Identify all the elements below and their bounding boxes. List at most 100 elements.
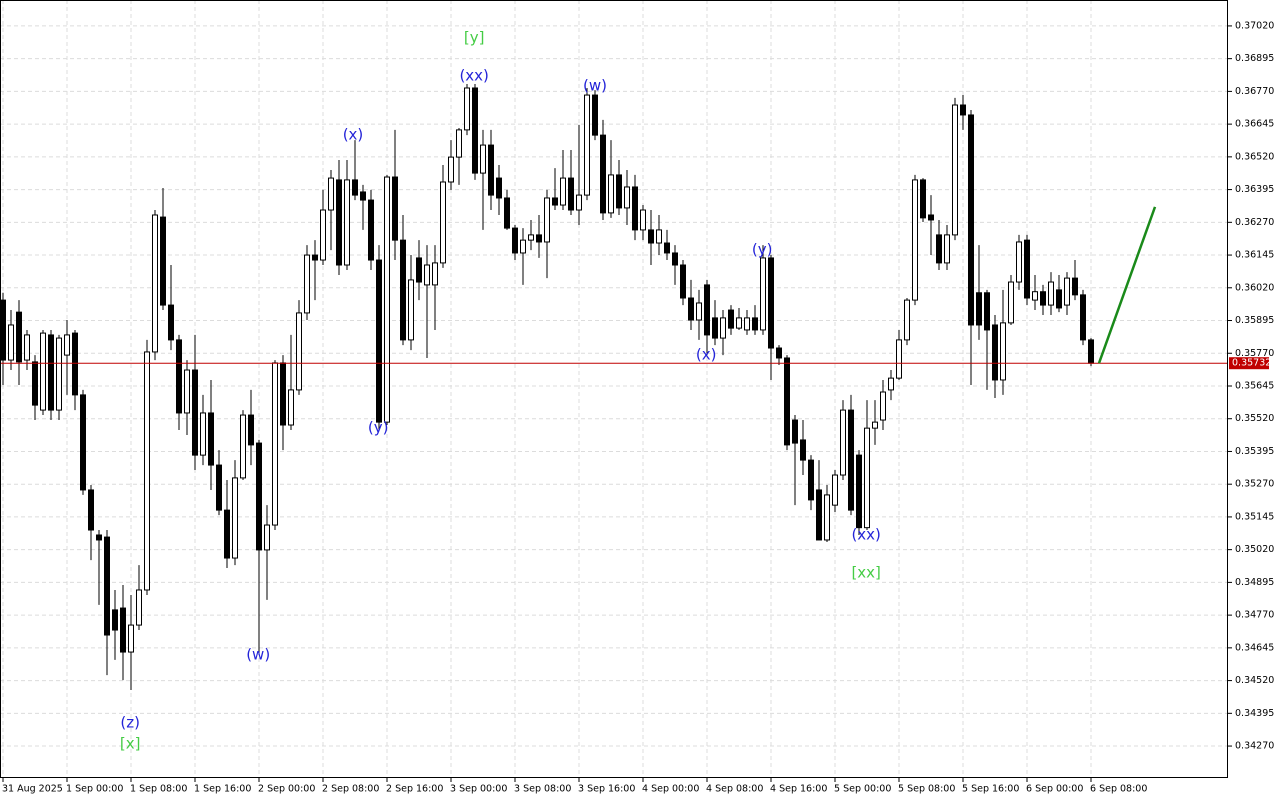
plot: (z) [x] (w) (x) (y) [y] (xx) (w) (x) (y) (xx) [xx] <box>0 28 1228 752</box>
candle-body <box>696 302 702 321</box>
candle-body <box>200 412 206 456</box>
candle-body <box>480 144 486 174</box>
candle-body <box>152 214 158 353</box>
wave-label: (y) <box>752 241 773 259</box>
y-tick-label: 0.35645 <box>1235 380 1274 391</box>
x-tick-label: 6 Sep 00:00 <box>1026 784 1083 795</box>
x-tick-label: 5 Sep 08:00 <box>898 784 955 795</box>
candle-body <box>840 409 846 476</box>
y-tick-label: 0.36145 <box>1235 250 1274 261</box>
candle-body <box>616 174 622 209</box>
wave-label: (w) <box>583 76 607 94</box>
candle-body <box>672 252 678 266</box>
x-tick-label: 5 Sep 00:00 <box>834 784 891 795</box>
candle-body <box>216 464 222 511</box>
candle-body <box>1016 241 1022 283</box>
candle-body <box>720 317 726 339</box>
candle-body <box>400 239 406 341</box>
candle-body <box>464 87 470 131</box>
wave-label: (x) <box>696 346 717 364</box>
candle-body <box>800 439 806 461</box>
x-tick-label: 1 Sep 08:00 <box>130 784 187 795</box>
candle-body <box>664 242 670 254</box>
candle-body <box>264 524 270 551</box>
candle-body <box>888 377 894 391</box>
candle-body <box>288 389 294 426</box>
candle-body <box>1008 281 1014 324</box>
candle-body <box>416 257 422 283</box>
candle-body <box>992 324 998 381</box>
y-tick-label: 0.35395 <box>1235 446 1274 457</box>
x-tick-label: 5 Sep 16:00 <box>962 784 1019 795</box>
candle-body <box>528 234 534 241</box>
candle-body <box>520 239 526 254</box>
projection-line <box>1097 206 1157 364</box>
candle-body <box>928 214 934 221</box>
candle-body <box>312 254 318 261</box>
candle-body <box>824 494 830 541</box>
candle-body <box>440 181 446 264</box>
candle-body <box>552 197 558 206</box>
candle-body <box>512 227 518 254</box>
candle-body <box>352 179 358 196</box>
wave-label: [xx] <box>851 563 880 581</box>
candle-body <box>768 257 774 349</box>
candle-body <box>336 179 342 266</box>
x-tick-label: 4 Sep 00:00 <box>642 784 699 795</box>
last-price-label: 0.35732 <box>1232 358 1271 369</box>
candle-body <box>176 339 182 414</box>
candle-body <box>608 174 614 214</box>
candle-body <box>584 94 590 196</box>
candle-body <box>472 87 478 174</box>
y-tick-label: 0.34520 <box>1235 675 1274 686</box>
candle-body <box>272 362 278 526</box>
x-tick-label: 2 Sep 00:00 <box>258 784 315 795</box>
candle-body <box>1024 239 1030 299</box>
candle-body <box>728 309 734 329</box>
candle-body <box>280 362 286 426</box>
candle-body <box>136 589 142 626</box>
x-tick-label: 4 Sep 08:00 <box>706 784 763 795</box>
candle-body <box>784 357 790 446</box>
candle-body <box>224 509 230 559</box>
x-tick-label: 6 Sep 08:00 <box>1090 784 1147 795</box>
candle-body <box>64 334 70 356</box>
candle-body <box>1048 281 1054 306</box>
candle-body <box>952 104 958 236</box>
candle-body <box>48 334 54 411</box>
last-price-box <box>1229 357 1269 370</box>
candle-body <box>1064 277 1070 306</box>
wave-label: (w) <box>246 645 270 663</box>
candle-body <box>16 311 22 363</box>
candle-body <box>656 229 662 244</box>
y-tick-label: 0.37020 <box>1235 20 1274 31</box>
candle-body <box>232 477 238 559</box>
candle-body <box>248 414 254 446</box>
candle-body <box>896 339 902 379</box>
candle-body <box>376 259 382 423</box>
x-tick-label: 2 Sep 16:00 <box>386 784 443 795</box>
candle-body <box>712 317 718 339</box>
candle-body <box>128 624 134 653</box>
candle-body <box>32 361 38 406</box>
x-tick-label: 1 Sep 00:00 <box>66 784 123 795</box>
candle-body <box>0 299 6 361</box>
candle-body <box>632 186 638 231</box>
y-tick-label: 0.35895 <box>1235 315 1274 326</box>
candle-body <box>328 177 334 211</box>
wave-label: (z) <box>120 714 140 732</box>
axes: 0.37020 0.36895 0.36770 0.36645 0.36520 0.363… <box>2 20 1274 794</box>
candle-body <box>360 191 366 201</box>
candle-body <box>120 607 126 653</box>
candle-body <box>424 264 430 286</box>
candle-body <box>1056 289 1062 309</box>
candle-body <box>1072 277 1078 296</box>
candle-body <box>384 176 390 423</box>
candle-body <box>856 454 862 529</box>
candle-body <box>168 304 174 341</box>
y-tick-label: 0.35770 <box>1235 348 1274 359</box>
candle-body <box>304 254 310 314</box>
candle-body <box>208 412 214 466</box>
candle-body <box>808 459 814 501</box>
candle-body <box>936 234 942 264</box>
